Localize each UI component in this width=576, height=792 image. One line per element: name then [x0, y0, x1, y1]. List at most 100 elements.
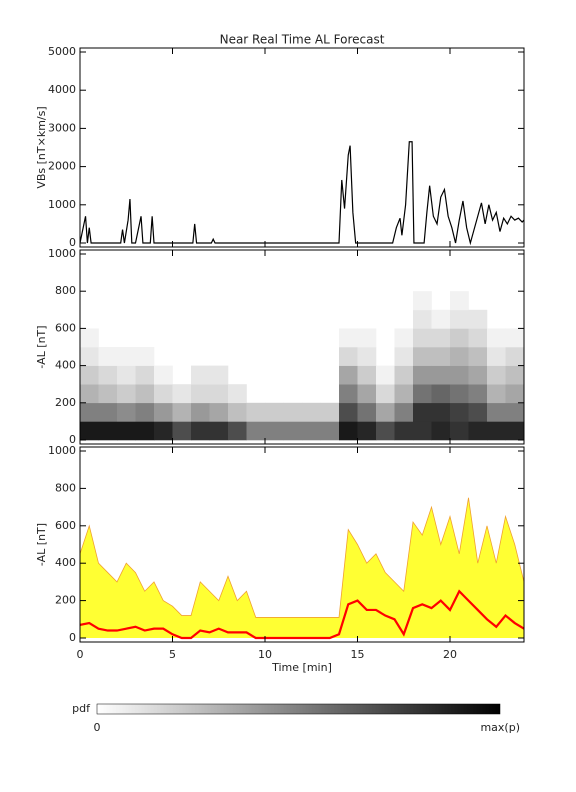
heat-cell: [228, 402, 247, 422]
heat-cell: [320, 402, 340, 422]
heat-cell: [80, 421, 99, 441]
heat-cell: [450, 309, 469, 329]
heat-cell: [246, 402, 266, 422]
heat-cell: [394, 328, 414, 348]
heat-cell: [135, 384, 155, 404]
heat-cell: [191, 421, 210, 441]
heat-cell: [117, 347, 136, 366]
heat-cell: [468, 328, 488, 348]
y-tick-label: 200: [55, 396, 76, 409]
heat-cell: [172, 402, 192, 422]
plot-area: [80, 291, 524, 441]
heat-cell: [135, 421, 155, 441]
y-tick-label: 200: [55, 594, 76, 607]
heat-cell: [394, 421, 414, 441]
heat-cell: [431, 384, 451, 404]
y-tick-label: 0: [69, 631, 76, 644]
heat-cell: [209, 365, 229, 385]
heat-cell: [468, 365, 488, 385]
heat-cell: [468, 421, 488, 441]
y-tick-label: 0: [69, 236, 76, 249]
heat-cell: [413, 384, 432, 404]
heat-cell: [394, 402, 414, 422]
heat-cell: [302, 421, 321, 441]
y-tick-label: 1000: [48, 247, 76, 260]
heat-cell: [339, 421, 358, 441]
y-tick-label: 1000: [48, 444, 76, 457]
heat-cell: [394, 365, 414, 385]
heat-cell: [339, 365, 358, 385]
y-tick-label: 800: [55, 481, 76, 494]
heat-cell: [154, 421, 173, 441]
heat-cell: [154, 402, 173, 422]
heat-cell: [265, 421, 284, 441]
heat-cell: [135, 402, 155, 422]
y-tick-label: 400: [55, 359, 76, 372]
y-axis-label: VBs [nT×km/s]: [35, 106, 48, 188]
y-tick-label: 400: [55, 556, 76, 569]
heat-cell: [80, 328, 99, 348]
heat-cell: [413, 328, 432, 348]
band-area: [80, 497, 524, 638]
heat-cell: [487, 365, 506, 385]
heat-cell: [357, 347, 377, 366]
heat-cell: [357, 328, 377, 348]
heat-cell: [172, 421, 192, 441]
heat-cell: [98, 421, 118, 441]
heat-cell: [505, 402, 524, 422]
heat-cell: [468, 384, 488, 404]
heat-cell: [394, 384, 414, 404]
y-tick-label: 800: [55, 284, 76, 297]
heat-cell: [450, 384, 469, 404]
heat-cell: [413, 365, 432, 385]
heat-cell: [283, 402, 303, 422]
heat-cell: [357, 402, 377, 422]
plot-area: [80, 497, 524, 640]
heat-cell: [135, 347, 155, 366]
colorbar-label: pdf: [72, 702, 91, 715]
x-tick-label: 0: [77, 648, 84, 661]
y-axis-label: -AL [nT]: [35, 325, 48, 368]
plot-area: [80, 141, 524, 246]
heat-cell: [98, 365, 118, 385]
heat-cell: [487, 347, 506, 366]
heat-cell: [117, 384, 136, 404]
heat-cell: [228, 421, 247, 441]
heat-cell: [80, 347, 99, 366]
heat-cell: [339, 328, 358, 348]
heat-cell: [468, 309, 488, 329]
frame: [79, 47, 525, 248]
heat-cell: [135, 365, 155, 385]
frame: [79, 249, 525, 445]
heat-cell: [505, 421, 524, 441]
heat-cell: [450, 365, 469, 385]
y-tick-label: 5000: [48, 45, 76, 58]
heat-cell: [209, 384, 229, 404]
y-tick-label: 1000: [48, 198, 76, 211]
x-tick-label: 10: [258, 648, 272, 661]
heat-cell: [117, 421, 136, 441]
heat-cell: [487, 384, 506, 404]
x-tick-label: 5: [169, 648, 176, 661]
heat-cell: [265, 402, 284, 422]
heat-cell: [468, 347, 488, 366]
heat-cell: [339, 384, 358, 404]
y-tick-label: 2000: [48, 160, 76, 173]
heat-cell: [413, 291, 432, 311]
heat-cell: [431, 365, 451, 385]
heat-cell: [505, 365, 524, 385]
heat-cell: [80, 402, 99, 422]
data-line: [80, 141, 524, 246]
heat-cell: [98, 384, 118, 404]
heat-cell: [80, 365, 99, 385]
y-tick-label: 4000: [48, 83, 76, 96]
heat-cell: [209, 421, 229, 441]
heat-cell: [246, 421, 266, 441]
heat-cell: [191, 365, 210, 385]
heat-cell: [376, 384, 395, 404]
heat-cell: [357, 365, 377, 385]
heat-cell: [487, 328, 506, 348]
y-tick-label: 600: [55, 519, 76, 532]
heat-cell: [98, 347, 118, 366]
heat-cell: [505, 384, 524, 404]
